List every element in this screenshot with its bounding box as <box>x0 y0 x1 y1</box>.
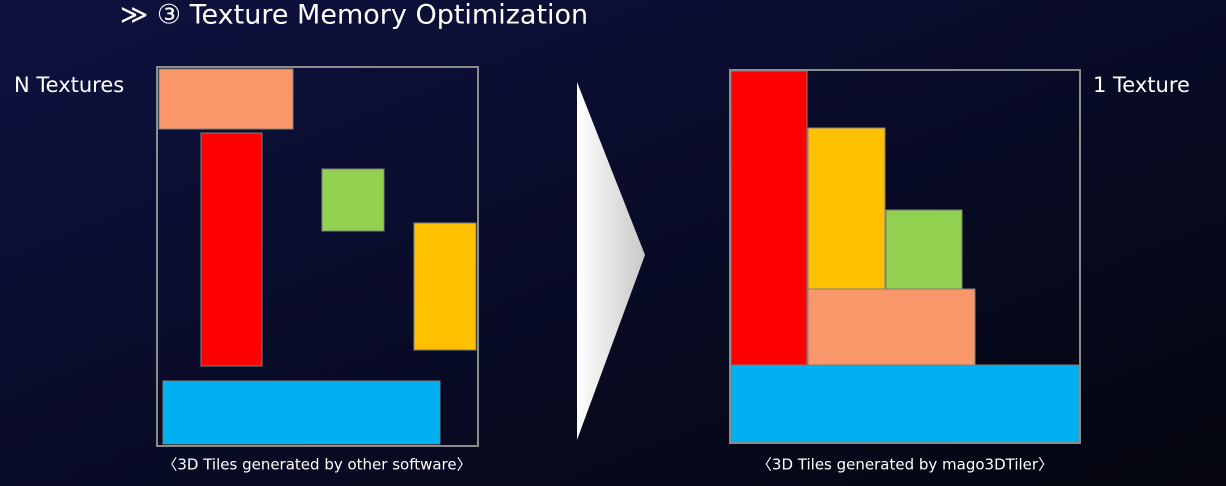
texture-blue <box>162 380 441 445</box>
texture-yellow <box>807 127 886 290</box>
arrow <box>577 82 645 440</box>
right-caption: 〈3D Tiles generated by mago3DTiler〉 <box>757 456 1053 474</box>
texture-orange <box>807 288 976 366</box>
title: ≫ ③ Texture Memory Optimization <box>120 0 588 31</box>
texture-blue <box>730 364 1080 443</box>
right-label: 1 Texture <box>1093 73 1190 97</box>
left-frame <box>156 66 479 447</box>
left-atlas <box>156 66 479 447</box>
texture-yellow <box>413 222 477 351</box>
texture-red <box>730 70 808 366</box>
texture-green <box>885 209 963 290</box>
right-atlas <box>729 69 1081 444</box>
texture-green <box>321 168 385 232</box>
left-label: N Textures <box>14 73 124 97</box>
texture-orange <box>158 68 294 130</box>
left-caption: 〈3D Tiles generated by other software〉 <box>162 456 471 474</box>
texture-red <box>200 132 263 367</box>
right-frame <box>729 69 1081 444</box>
